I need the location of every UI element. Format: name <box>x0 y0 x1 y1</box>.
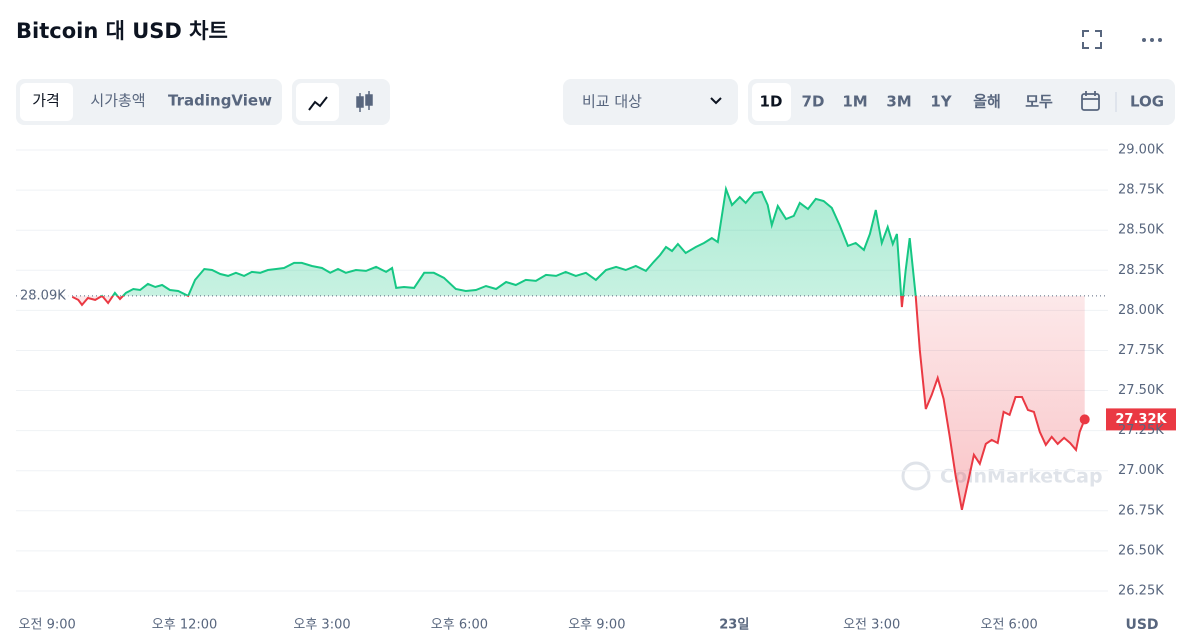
range-button[interactable]: 올해 <box>973 93 1001 111</box>
last-point <box>1079 414 1090 425</box>
line-icon[interactable] <box>308 96 328 111</box>
active-range <box>752 83 791 121</box>
x-tick-label: 오후 9:00 <box>568 618 625 633</box>
more-icon[interactable] <box>1142 38 1162 42</box>
x-tick-label: 23일 <box>719 618 749 633</box>
log-button[interactable]: LOG <box>1130 93 1164 111</box>
tab[interactable]: 가격 <box>32 92 60 110</box>
x-tick-label: 오전 9:00 <box>19 618 76 633</box>
active-tab <box>20 83 73 121</box>
compare-label: 비교 대상 <box>582 93 642 111</box>
x-tick-label: 오후 6:00 <box>431 618 488 633</box>
candle-icon[interactable] <box>356 91 373 112</box>
tab[interactable]: TradingView <box>168 92 272 110</box>
range-group <box>748 79 1175 125</box>
y-tick-label: 28.75K <box>1118 183 1164 198</box>
y-tick-label: 28.25K <box>1118 263 1164 278</box>
area-up <box>102 189 916 296</box>
area-down <box>72 295 1085 510</box>
active-type <box>296 83 339 121</box>
range-button[interactable]: 1Y <box>930 93 952 111</box>
range-button[interactable]: 3M <box>886 93 911 111</box>
x-tick-label: 오후 3:00 <box>293 618 350 633</box>
plot: 28.09K 27.32K <box>16 149 1176 592</box>
y-tick-label: 27.25K <box>1118 423 1164 438</box>
x-tick-label: 오전 6:00 <box>981 618 1038 633</box>
range-button[interactable]: 1M <box>842 93 867 111</box>
compare-select[interactable] <box>563 79 738 125</box>
chevron <box>710 97 722 105</box>
last-price-label: 27.32K <box>1115 412 1167 427</box>
fullscreen-icon[interactable] <box>1082 30 1102 49</box>
tab[interactable]: 시가총액 <box>90 92 145 110</box>
y-tick-label: 26.75K <box>1118 503 1164 518</box>
y-tick-label: 27.00K <box>1118 463 1164 478</box>
range-button[interactable]: 모두 <box>1025 93 1053 111</box>
calendar-icon[interactable] <box>1081 91 1100 111</box>
currency: USD <box>1125 617 1158 633</box>
y-tick-label: 26.50K <box>1118 543 1164 558</box>
y-tick-label: 28.00K <box>1118 303 1164 318</box>
y-tick-label: 26.25K <box>1118 583 1164 598</box>
range-button[interactable]: 1D <box>760 93 783 111</box>
reference-label: 28.09K <box>20 288 66 303</box>
watermark: CoinMarketCap <box>901 461 1103 491</box>
price-line-up <box>100 185 917 296</box>
y-tick-label: 27.75K <box>1118 343 1164 358</box>
tab-group <box>16 79 282 125</box>
last-price-badge <box>1106 408 1176 431</box>
range-button[interactable]: 7D <box>802 93 825 111</box>
y-tick-label: 29.00K <box>1118 143 1164 158</box>
y-tick-label: 27.50K <box>1118 383 1164 398</box>
price-line-down <box>71 295 1086 511</box>
reference-label-bg <box>18 286 70 305</box>
y-tick-label: 28.50K <box>1118 223 1164 238</box>
title: Bitcoin 대 USD 차트 <box>16 19 228 43</box>
x-tick-label: 오전 3:00 <box>843 618 900 633</box>
x-tick-label: 오후 12:00 <box>152 618 218 633</box>
